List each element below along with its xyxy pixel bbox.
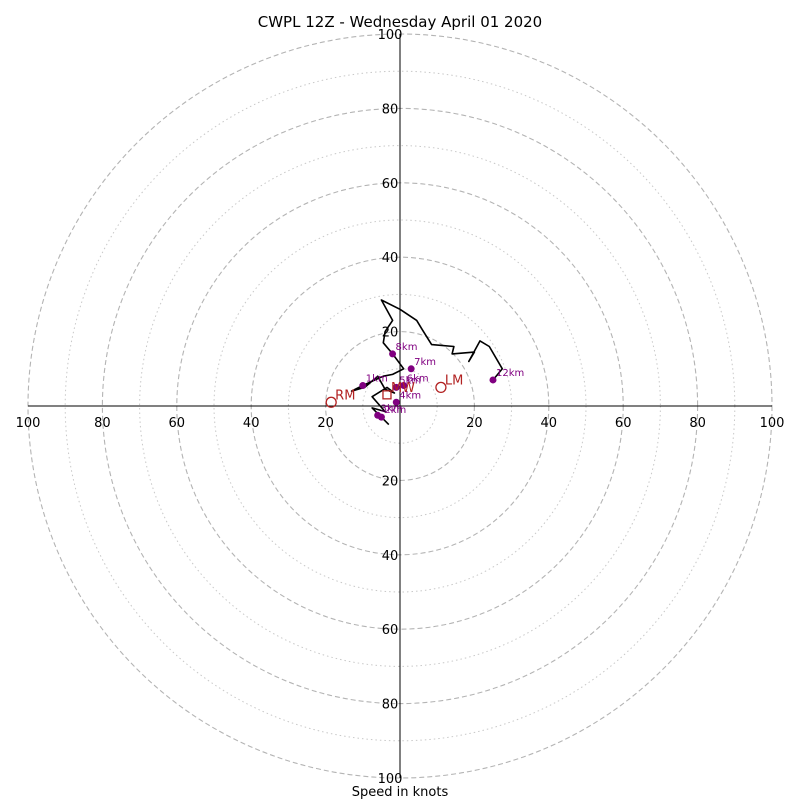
height-marker-12km [489,376,497,384]
height-marker-4km [392,398,400,406]
height-label-3km: 3km [381,403,403,414]
height-label-12km: 12km [496,368,524,379]
y-tick-label: 80 [382,102,399,117]
height-label-8km: 8km [396,342,418,353]
x-tick-label: 20 [317,416,334,431]
x-tick-label: 20 [466,416,483,431]
height-label-4km: 4km [399,390,421,401]
y-tick-label: 80 [382,698,399,713]
height-marker-7km [407,365,415,373]
storm-label-mw: MW [391,381,415,396]
x-tick-label: 80 [689,416,706,431]
x-tick-label: 40 [243,416,260,431]
y-tick-label: 20 [382,474,399,489]
storm-marker-rm [325,396,337,408]
height-label-1km: 1km [366,374,388,385]
x-tick-label: 100 [760,416,785,431]
storm-marker-mw [382,390,392,400]
y-tick-label: 40 [382,251,399,266]
y-tick-label: 100 [378,28,403,43]
wind-trace-line [350,299,504,426]
y-tick-label: 60 [382,177,399,192]
storm-label-rm: RM [335,388,355,403]
x-tick-label: 60 [615,416,632,431]
tick-labels: 100 80 60 40 20 20 40 60 80 100100806040202040608… [16,28,785,787]
height-label-5km: 5km [399,375,421,386]
chart-title: CWPL 12Z - Wednesday April 01 2020 [258,13,542,31]
y-tick-label: 40 [382,549,399,564]
y-tick-label: 60 [382,623,399,638]
x-tick-label: 60 [169,416,186,431]
hodograph-trace [350,299,504,426]
storm-label-lm: LM [445,373,463,388]
height-marker-5km [392,383,400,391]
x-tick-label: 40 [541,416,558,431]
x-tick-label: 80 [94,416,111,431]
height-marker-6km [400,382,408,390]
axes [28,34,772,778]
y-tick-label: 100 [378,772,403,787]
height-label-6km: 6km [407,374,429,385]
height-marker-3km [374,411,382,419]
x-axis-label: Speed in knots [352,785,449,800]
height-label-7km: 7km [414,357,436,368]
height-marker-1km [359,382,367,390]
height-marker-8km [389,350,397,358]
x-tick-label: 100 [16,416,41,431]
storm-marker-lm [435,381,447,394]
storm-motion-markers: RM LM MW [325,373,463,408]
height-label-2km: 2km [384,405,406,416]
